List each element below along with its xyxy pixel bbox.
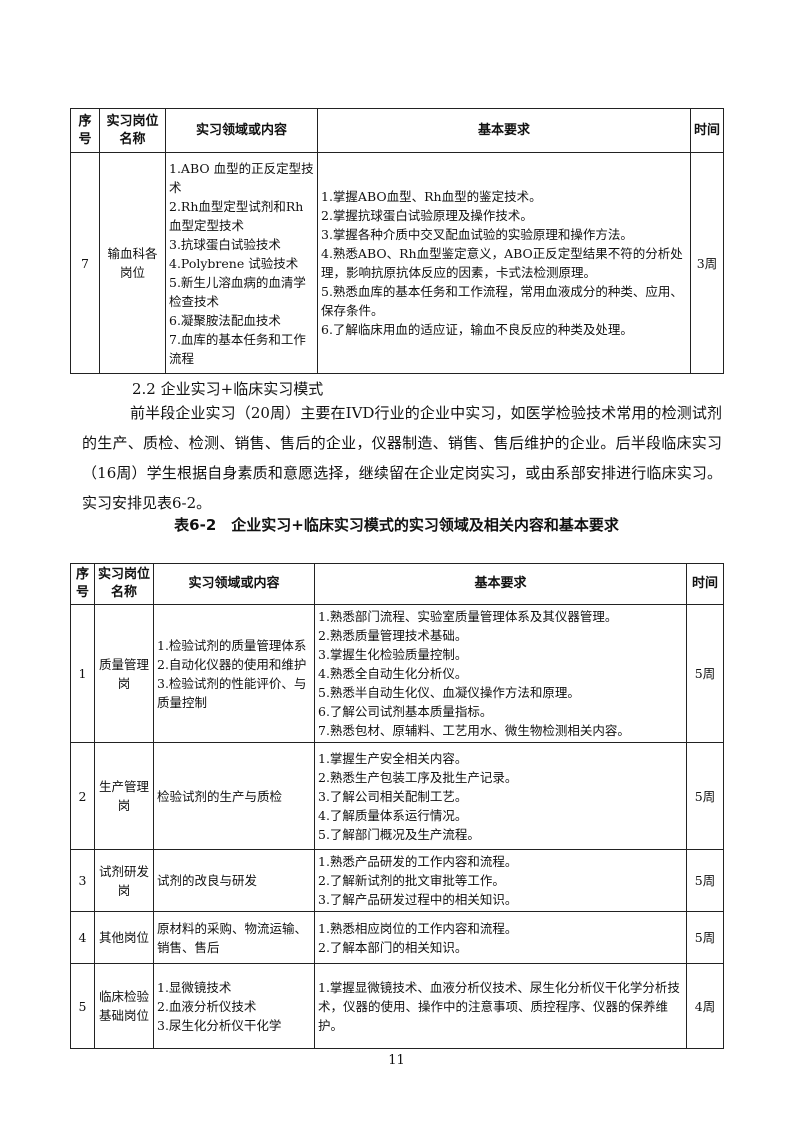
requirement-item: 1.熟悉产品研发的工作内容和流程。 — [318, 854, 518, 869]
table-caption: 表6-2 企业实习+临床实习模式的实习领域及相关内容和基本要求 — [174, 516, 619, 534]
area-cell: 1.ABO 血型的正反定型技术 2.Rh血型定型试剂和Rh血型定型技术 3.抗球蛋白… — [165, 152, 318, 374]
area-item: 1.显微镜技术 — [157, 979, 232, 995]
body-paragraph: 前半段企业实习（20周）主要在IVD行业的企业中实习，如医学检验技术常用的检测试… — [82, 404, 722, 512]
requirement-item: 5.熟悉半自动生化仪、血凝仪操作方法和原理。 — [318, 685, 580, 700]
requirements-cell: 1.熟悉产品研发的工作内容和流程。 2.了解新试剂的批文审批等工作。 3.了解产品研… — [314, 849, 687, 912]
requirements-cell: 1.掌握生产安全相关内容。 2.熟悉生产包装工序及批生产记录。 3.了解公司相关配制… — [314, 742, 687, 850]
post-name: 质量管理岗 — [94, 604, 154, 743]
requirement-item: 1.熟悉部门流程、实验室质量管理体系及其仪器管理。 — [318, 609, 618, 624]
duration: 4周 — [686, 963, 724, 1049]
page-number: 11 — [388, 1053, 405, 1068]
duration: 5周 — [686, 604, 724, 743]
duration: 5周 — [686, 911, 724, 964]
requirement-item: 5.熟悉血库的基本任务和工作流程，常用血液成分的种类、应用、保存条件。 — [321, 284, 683, 318]
area-item: 2.Rh血型定型试剂和Rh血型定型技术 — [169, 198, 304, 233]
area-item: 3.抗球蛋白试验技术 — [169, 236, 281, 252]
duration: 5周 — [686, 742, 724, 850]
requirement-item: 1.掌握显微镜技术、血液分析仪技术、尿生化分析仪干化学分析技术，仪器的使用、操作… — [318, 979, 680, 1033]
requirement-item: 4.熟悉ABO、Rh血型鉴定意义，ABO正反定型结果不符的分析处理，影响抗原抗体… — [321, 246, 683, 280]
requirement-item: 2.掌握抗球蛋白试验原理及操作技术。 — [321, 208, 533, 223]
area-cell: 原材料的采购、物流运输、销售、售后 — [153, 911, 315, 964]
area-cell: 试剂的改良与研发 — [153, 849, 315, 912]
post-name: 生产管理岗 — [94, 742, 154, 850]
table-row: 2 生产管理岗 检验试剂的生产与质检 1.掌握生产安全相关内容。 2.熟悉生产包装工序及… — [70, 742, 724, 850]
header-time: 时间 — [690, 108, 724, 153]
area-cell: 1.显微镜技术 2.血液分析仪技术 3.尿生化分析仪干化学 — [153, 963, 315, 1049]
header-no: 序号 — [70, 563, 95, 605]
header-requirements: 基本要求 — [317, 108, 691, 153]
row-number: 1 — [70, 604, 95, 743]
requirement-item: 4.熟悉全自动生化分析仪。 — [318, 666, 468, 681]
requirements-cell: 1.掌握显微镜技术、血液分析仪技术、尿生化分析仪干化学分析技术，仪器的使用、操作… — [314, 963, 687, 1049]
requirement-item: 4.了解质量体系运行情况。 — [318, 807, 468, 823]
area-item: 1.检验试剂的质量管理体系 — [157, 637, 307, 653]
internship-table-6-2: 序号 实习岗位名称 实习领域或内容 基本要求 时间 1 质量管理岗 1.检验试剂的质… — [70, 563, 724, 1049]
header-post: 实习岗位名称 — [94, 563, 154, 605]
row-number: 7 — [70, 152, 100, 374]
requirement-item: 7.熟悉包材、原辅料、工艺用水、微生物检测相关内容。 — [318, 723, 630, 738]
requirement-item: 3.掌握各种介质中交叉配血试验的实验原理和操作方法。 — [321, 227, 633, 242]
header-area: 实习领域或内容 — [165, 108, 318, 153]
area-cell: 检验试剂的生产与质检 — [153, 742, 315, 850]
table-row: 1 质量管理岗 1.检验试剂的质量管理体系 2.自动化仪器的使用和维护 3.检验试剂的性… — [70, 604, 724, 743]
table-header-row: 序号 实习岗位名称 实习领域或内容 基本要求 时间 — [70, 108, 724, 153]
requirement-item: 1.掌握ABO血型、Rh血型的鉴定技术。 — [321, 189, 542, 204]
row-number: 4 — [70, 911, 95, 964]
table-row: 7 输血科各岗位 1.ABO 血型的正反定型技术 2.Rh血型定型试剂和Rh血型定型技… — [70, 152, 724, 374]
row-number: 3 — [70, 849, 95, 912]
post-name: 输血科各岗位 — [99, 152, 166, 374]
row-number: 5 — [70, 963, 95, 1049]
area-item: 原材料的采购、物流运输、销售、售后 — [157, 920, 308, 955]
requirement-item: 3.掌握生化检验质量控制。 — [318, 647, 468, 662]
area-item: 2.血液分析仪技术 — [157, 998, 257, 1014]
header-post: 实习岗位名称 — [99, 108, 166, 153]
header-no: 序号 — [70, 108, 100, 153]
duration: 3周 — [690, 152, 724, 374]
requirement-item: 1.掌握生产安全相关内容。 — [318, 750, 468, 766]
requirement-item: 3.了解公司相关配制工艺。 — [318, 788, 468, 804]
area-item: 5.新生儿溶血病的血清学检查技术 — [169, 274, 306, 309]
area-item: 试剂的改良与研发 — [157, 873, 258, 888]
section-heading: 2.2 企业实习+临床实习模式 — [132, 380, 324, 398]
post-name: 其他岗位 — [94, 911, 154, 964]
requirement-item: 2.了解新试剂的批文审批等工作。 — [318, 873, 505, 888]
area-item: 1.ABO 血型的正反定型技术 — [169, 160, 314, 195]
area-item: 检验试剂的生产与质检 — [157, 788, 283, 804]
area-item: 6.凝聚胺法配血技术 — [169, 312, 281, 328]
area-item: 3.检验试剂的性能评价、与质量控制 — [157, 675, 307, 710]
area-item: 2.自动化仪器的使用和维护 — [157, 656, 307, 672]
requirement-item: 2.熟悉生产包装工序及批生产记录。 — [318, 769, 518, 785]
area-item: 3.尿生化分析仪干化学 — [157, 1017, 282, 1033]
requirements-cell: 1.掌握ABO血型、Rh血型的鉴定技术。 2.掌握抗球蛋白试验原理及操作技术。 3.… — [317, 152, 691, 374]
post-name: 试剂研发岗 — [94, 849, 154, 912]
table-row: 4 其他岗位 原材料的采购、物流运输、销售、售后 1.熟悉相应岗位的工作内容和流程。 2… — [70, 911, 724, 964]
requirement-item: 1.熟悉相应岗位的工作内容和流程。 — [318, 920, 518, 936]
post-name: 临床检验基础岗位 — [94, 963, 154, 1049]
area-item: 4.Polybrene 试验技术 — [169, 255, 299, 271]
internship-table-continued: 序号 实习岗位名称 实习领域或内容 基本要求 时间 7 输血科各岗位 1.ABO 血… — [70, 108, 724, 374]
requirement-item: 6.了解临床用血的适应证，输血不良反应的种类及处理。 — [321, 322, 633, 337]
requirement-item: 2.了解本部门的相关知识。 — [318, 939, 468, 955]
area-item: 7.血库的基本任务和工作流程 — [169, 331, 306, 366]
requirement-item: 5.了解部门概况及生产流程。 — [318, 826, 480, 842]
requirement-item: 3.了解产品研发过程中的相关知识。 — [318, 892, 518, 907]
table-row: 5 临床检验基础岗位 1.显微镜技术 2.血液分析仪技术 3.尿生化分析仪干化学 1.掌握… — [70, 963, 724, 1049]
table-header-row: 序号 实习岗位名称 实习领域或内容 基本要求 时间 — [70, 563, 724, 605]
requirements-cell: 1.熟悉相应岗位的工作内容和流程。 2.了解本部门的相关知识。 — [314, 911, 687, 964]
table-row: 3 试剂研发岗 试剂的改良与研发 1.熟悉产品研发的工作内容和流程。 2.了解新试剂的批… — [70, 849, 724, 912]
requirement-item: 6.了解公司试剂基本质量指标。 — [318, 704, 493, 719]
area-cell: 1.检验试剂的质量管理体系 2.自动化仪器的使用和维护 3.检验试剂的性能评价、与质… — [153, 604, 315, 743]
header-time: 时间 — [686, 563, 724, 605]
requirement-item: 2.熟悉质量管理技术基础。 — [318, 628, 468, 643]
requirements-cell: 1.熟悉部门流程、实验室质量管理体系及其仪器管理。 2.熟悉质量管理技术基础。 3.… — [314, 604, 687, 743]
duration: 5周 — [686, 849, 724, 912]
header-requirements: 基本要求 — [314, 563, 687, 605]
row-number: 2 — [70, 742, 95, 850]
header-area: 实习领域或内容 — [153, 563, 315, 605]
